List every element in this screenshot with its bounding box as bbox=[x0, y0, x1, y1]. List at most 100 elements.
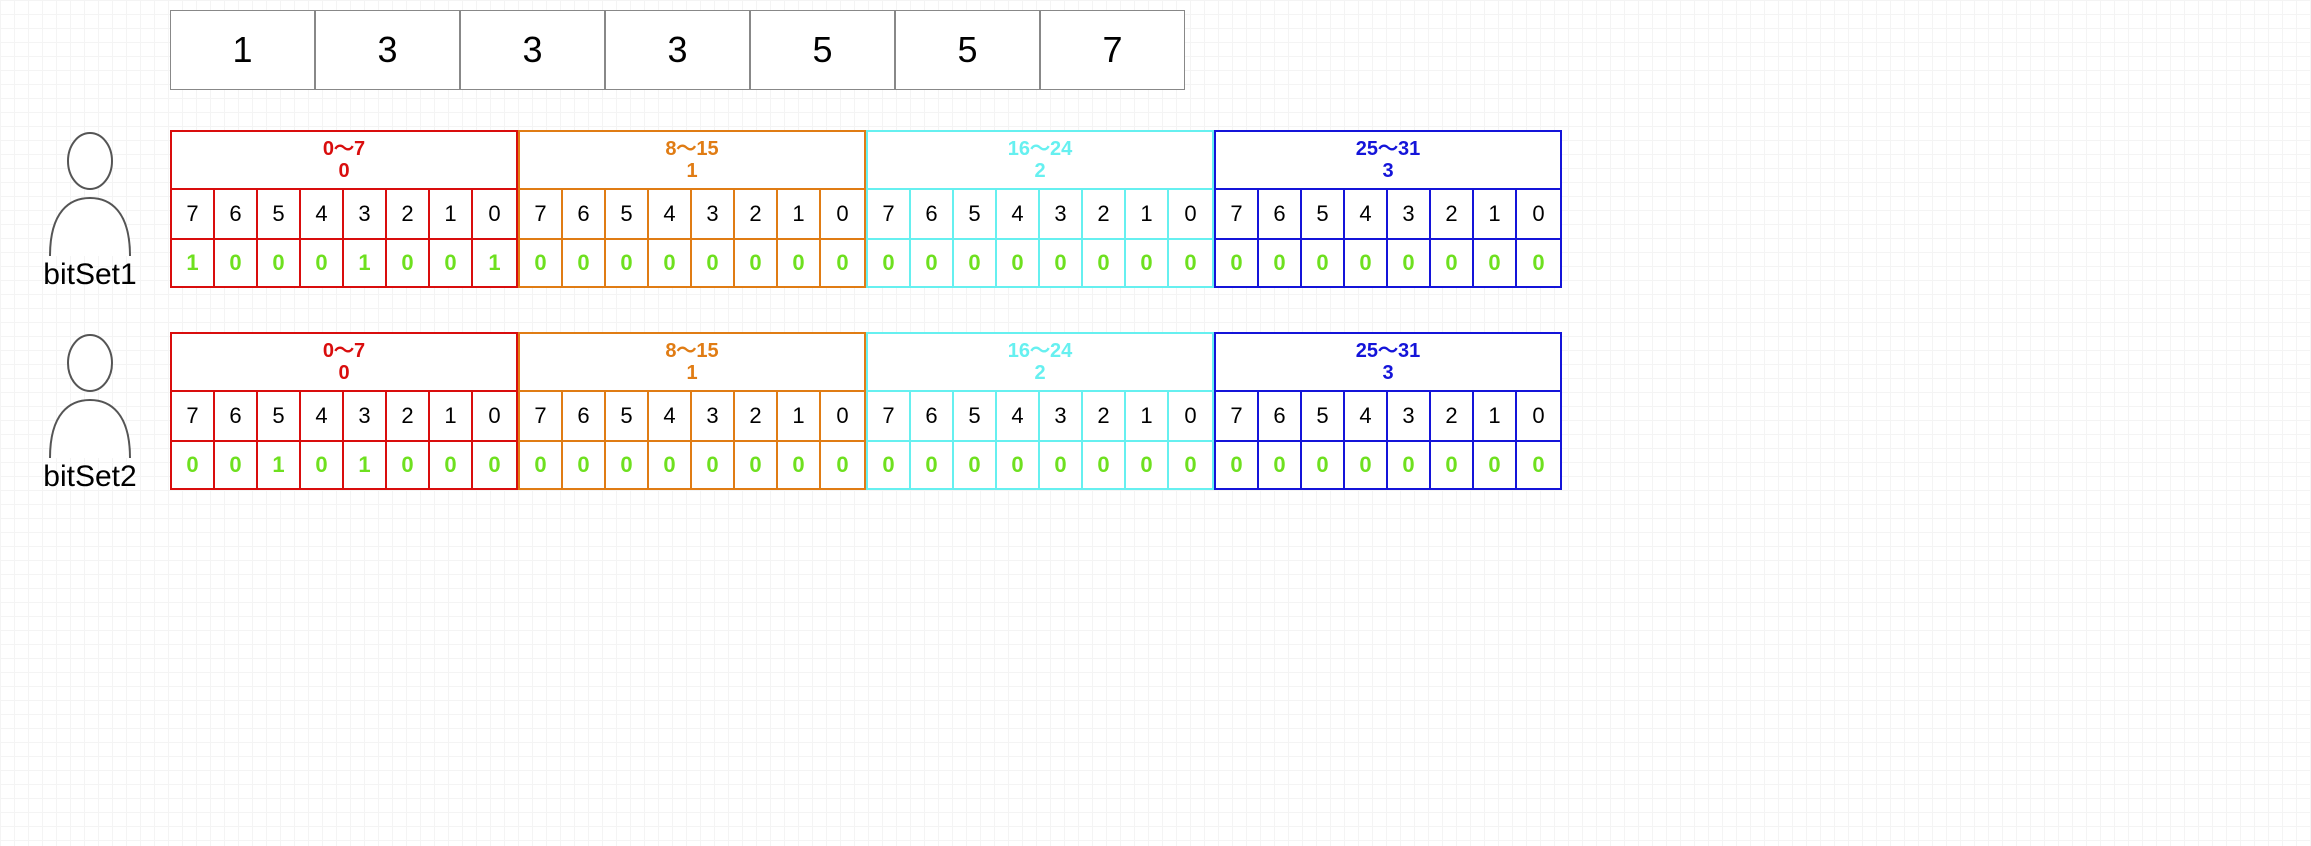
bit-index-cell: 3 bbox=[1388, 190, 1431, 238]
bit-value-cell: 0 bbox=[606, 238, 649, 286]
bit-index-row: 76543210 bbox=[520, 190, 864, 238]
bit-index-cell: 0 bbox=[1517, 190, 1560, 238]
bit-value-cell: 0 bbox=[1431, 440, 1474, 488]
bit-index-cell: 7 bbox=[868, 190, 911, 238]
bit-index-cell: 1 bbox=[1126, 392, 1169, 440]
bit-value-cell: 1 bbox=[258, 440, 301, 488]
group-range-label: 8～15 bbox=[665, 340, 718, 362]
group-header: 25～313 bbox=[1216, 132, 1560, 190]
bit-index-row: 76543210 bbox=[172, 392, 516, 440]
bit-index-cell: 3 bbox=[1388, 392, 1431, 440]
bit-value-cell: 0 bbox=[1126, 238, 1169, 286]
group-range-label: 0～7 bbox=[323, 340, 365, 362]
bit-value-cell: 0 bbox=[563, 440, 606, 488]
group-range-label: 25～31 bbox=[1356, 340, 1421, 362]
bit-group: 0～707654321000101000 bbox=[170, 332, 518, 490]
bit-value-cell: 0 bbox=[1169, 440, 1212, 488]
bit-value-row: 00101000 bbox=[172, 440, 516, 488]
bit-index-cell: 2 bbox=[387, 190, 430, 238]
bitset-label: bitSet1 bbox=[43, 258, 136, 292]
group-header: 8～151 bbox=[520, 132, 864, 190]
bit-value-cell: 0 bbox=[1126, 440, 1169, 488]
bit-value-cell: 0 bbox=[1216, 238, 1259, 286]
bit-index-cell: 2 bbox=[1431, 190, 1474, 238]
bit-index-cell: 0 bbox=[821, 190, 864, 238]
bit-value-row: 00000000 bbox=[1216, 238, 1560, 286]
bit-value-cell: 1 bbox=[172, 238, 215, 286]
bit-value-cell: 0 bbox=[1302, 238, 1345, 286]
bit-index-cell: 2 bbox=[1083, 190, 1126, 238]
groups-row: 0～7076543210100010018～151765432100000000… bbox=[170, 130, 1562, 288]
group-index-label: 0 bbox=[338, 362, 349, 384]
bit-value-cell: 0 bbox=[215, 440, 258, 488]
bit-value-cell: 0 bbox=[387, 238, 430, 286]
bit-value-cell: 0 bbox=[692, 440, 735, 488]
bit-value-cell: 0 bbox=[778, 440, 821, 488]
bit-index-cell: 6 bbox=[563, 392, 606, 440]
bit-value-cell: 0 bbox=[1388, 238, 1431, 286]
group-range-label: 0～7 bbox=[323, 138, 365, 160]
group-header: 25～313 bbox=[1216, 334, 1560, 392]
bit-index-cell: 6 bbox=[563, 190, 606, 238]
bit-value-cell: 0 bbox=[1345, 238, 1388, 286]
bit-value-cell: 0 bbox=[1388, 440, 1431, 488]
bit-group: 8～1517654321000000000 bbox=[518, 332, 866, 490]
bit-index-cell: 5 bbox=[954, 190, 997, 238]
person-column: bitSet2 bbox=[10, 328, 170, 494]
bit-value-cell: 0 bbox=[1040, 238, 1083, 286]
bit-index-cell: 3 bbox=[344, 392, 387, 440]
bit-value-cell: 0 bbox=[954, 440, 997, 488]
top-number-cell: 5 bbox=[750, 10, 895, 90]
bitset-block: bitSet10～7076543210100010018～15176543210… bbox=[10, 126, 2300, 292]
bit-value-cell: 0 bbox=[563, 238, 606, 286]
bit-value-cell: 0 bbox=[1345, 440, 1388, 488]
bit-value-cell: 0 bbox=[301, 238, 344, 286]
bit-index-cell: 3 bbox=[692, 190, 735, 238]
group-index-label: 3 bbox=[1382, 160, 1393, 182]
bit-index-cell: 6 bbox=[911, 392, 954, 440]
bit-value-cell: 0 bbox=[1431, 238, 1474, 286]
bit-value-cell: 0 bbox=[778, 238, 821, 286]
bit-value-cell: 0 bbox=[911, 238, 954, 286]
group-index-label: 3 bbox=[1382, 362, 1393, 384]
bit-index-cell: 4 bbox=[301, 392, 344, 440]
bit-index-cell: 7 bbox=[1216, 392, 1259, 440]
bit-index-cell: 0 bbox=[1517, 392, 1560, 440]
top-number-cell: 3 bbox=[605, 10, 750, 90]
bit-value-row: 00000000 bbox=[520, 440, 864, 488]
bit-index-cell: 0 bbox=[1169, 392, 1212, 440]
bit-value-cell: 0 bbox=[692, 238, 735, 286]
bitset-block: bitSet20～7076543210001010008～15176543210… bbox=[10, 328, 2300, 494]
groups-row: 0～7076543210001010008～151765432100000000… bbox=[170, 332, 1562, 490]
bit-value-cell: 0 bbox=[868, 440, 911, 488]
top-number-cell: 5 bbox=[895, 10, 1040, 90]
bit-index-cell: 4 bbox=[997, 392, 1040, 440]
bit-index-cell: 5 bbox=[606, 190, 649, 238]
bit-value-cell: 0 bbox=[430, 238, 473, 286]
bit-index-cell: 0 bbox=[1169, 190, 1212, 238]
bit-value-cell: 0 bbox=[735, 238, 778, 286]
bit-index-row: 76543210 bbox=[520, 392, 864, 440]
group-index-label: 2 bbox=[1034, 160, 1045, 182]
bit-index-cell: 5 bbox=[954, 392, 997, 440]
bit-value-cell: 0 bbox=[1083, 238, 1126, 286]
bit-value-cell: 0 bbox=[1474, 440, 1517, 488]
group-range-label: 16～24 bbox=[1008, 138, 1073, 160]
bit-group: 25～3137654321000000000 bbox=[1214, 332, 1562, 490]
bit-value-row: 10001001 bbox=[172, 238, 516, 286]
bit-index-cell: 3 bbox=[344, 190, 387, 238]
group-header: 8～151 bbox=[520, 334, 864, 392]
bit-value-cell: 0 bbox=[258, 238, 301, 286]
bit-index-cell: 0 bbox=[821, 392, 864, 440]
bit-index-cell: 6 bbox=[1259, 190, 1302, 238]
bit-value-cell: 0 bbox=[1259, 440, 1302, 488]
group-header: 0～70 bbox=[172, 132, 516, 190]
bit-index-cell: 2 bbox=[387, 392, 430, 440]
bit-value-cell: 0 bbox=[1517, 238, 1560, 286]
bit-group: 0～707654321010001001 bbox=[170, 130, 518, 288]
group-range-label: 16～24 bbox=[1008, 340, 1073, 362]
bit-value-cell: 0 bbox=[1083, 440, 1126, 488]
bit-index-cell: 1 bbox=[430, 392, 473, 440]
bit-value-cell: 0 bbox=[821, 238, 864, 286]
group-header: 0～70 bbox=[172, 334, 516, 392]
